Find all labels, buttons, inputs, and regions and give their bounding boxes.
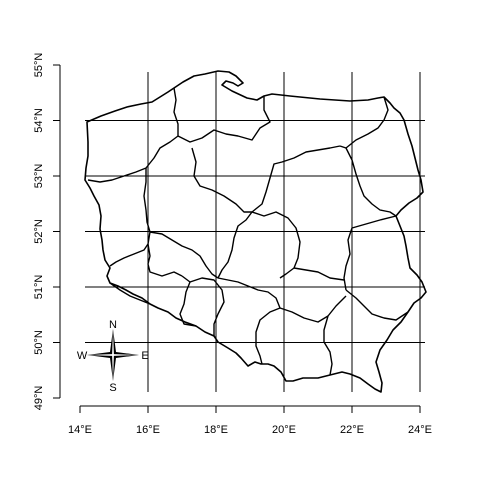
boundary-swietokrzyskie-lesser-poland: [279, 295, 347, 323]
boundary-opole-silesian: [189, 277, 225, 336]
graticule: [85, 72, 425, 392]
y-tick-label: 53°N: [33, 164, 45, 189]
boundary-masovian-lodz: [217, 211, 253, 279]
y-tick-label: 51°N: [33, 275, 45, 300]
compass-east-label: E: [141, 350, 148, 362]
boundary-greater-lower-silesia: [147, 243, 183, 277]
boundary-west-pomeranian-pomeranian: [145, 87, 179, 169]
latitude-axis: 49°N 50°N 51°N 52°N 53°N 54°N 55°N: [33, 53, 61, 411]
boundary-greater-poland-lodz: [149, 231, 219, 279]
compass-north-label: N: [109, 319, 117, 331]
north-arrow: N S E W: [77, 319, 149, 394]
country-border: [84, 70, 427, 393]
boundary-podlaskie-masovian: [345, 147, 397, 217]
boundary-lodz-silesian: [217, 277, 281, 309]
boundary-kuyavian-greater-poland: [191, 147, 252, 213]
x-tick-label: 20°E: [272, 424, 296, 436]
boundary-kuyavian-masovian: [251, 145, 341, 213]
boundary-masovian-lublin: [343, 215, 397, 291]
boundary-west-pomeranian-lubusz: [87, 167, 147, 183]
boundary-lesser-poland-subcarpathian: [323, 315, 333, 376]
x-tick-label: 18°E: [204, 424, 228, 436]
y-tick-label: 50°N: [33, 330, 45, 355]
x-tick-label: 22°E: [340, 424, 364, 436]
boundary-masovian-swietokrzyskie: [251, 211, 301, 279]
boundary-lower-silesian-opole: [179, 275, 197, 327]
x-tick-label: 14°E: [68, 424, 92, 436]
boundary-lubusz-greater-poland: [109, 168, 151, 267]
boundary-swietokrzyskie-lublin: [293, 267, 345, 281]
y-tick-label: 52°N: [33, 219, 45, 244]
boundary-silesian-lesser-poland: [255, 307, 281, 365]
voivodeship-boundaries: [87, 87, 409, 376]
compass-west-label: W: [77, 350, 88, 362]
compass-star-light-h: [87, 354, 139, 356]
poland-outline: [84, 70, 427, 393]
y-tick-label: 54°N: [33, 108, 45, 133]
boundary-pomeranian-kuyavian: [177, 96, 271, 143]
x-tick-label: 16°E: [136, 424, 160, 436]
compass-south-label: S: [109, 382, 116, 394]
boundary-warmian-podlaskie: [339, 96, 389, 149]
y-tick-label: 49°N: [33, 386, 45, 411]
x-tick-label: 24°E: [408, 424, 432, 436]
longitude-axis: 14°E 16°E 18°E 20°E 22°E 24°E: [68, 405, 432, 436]
boundary-lower-silesia-west: [109, 282, 151, 305]
boundary-lublin-subcarpathian: [345, 289, 409, 321]
y-tick-label: 55°N: [33, 53, 45, 78]
